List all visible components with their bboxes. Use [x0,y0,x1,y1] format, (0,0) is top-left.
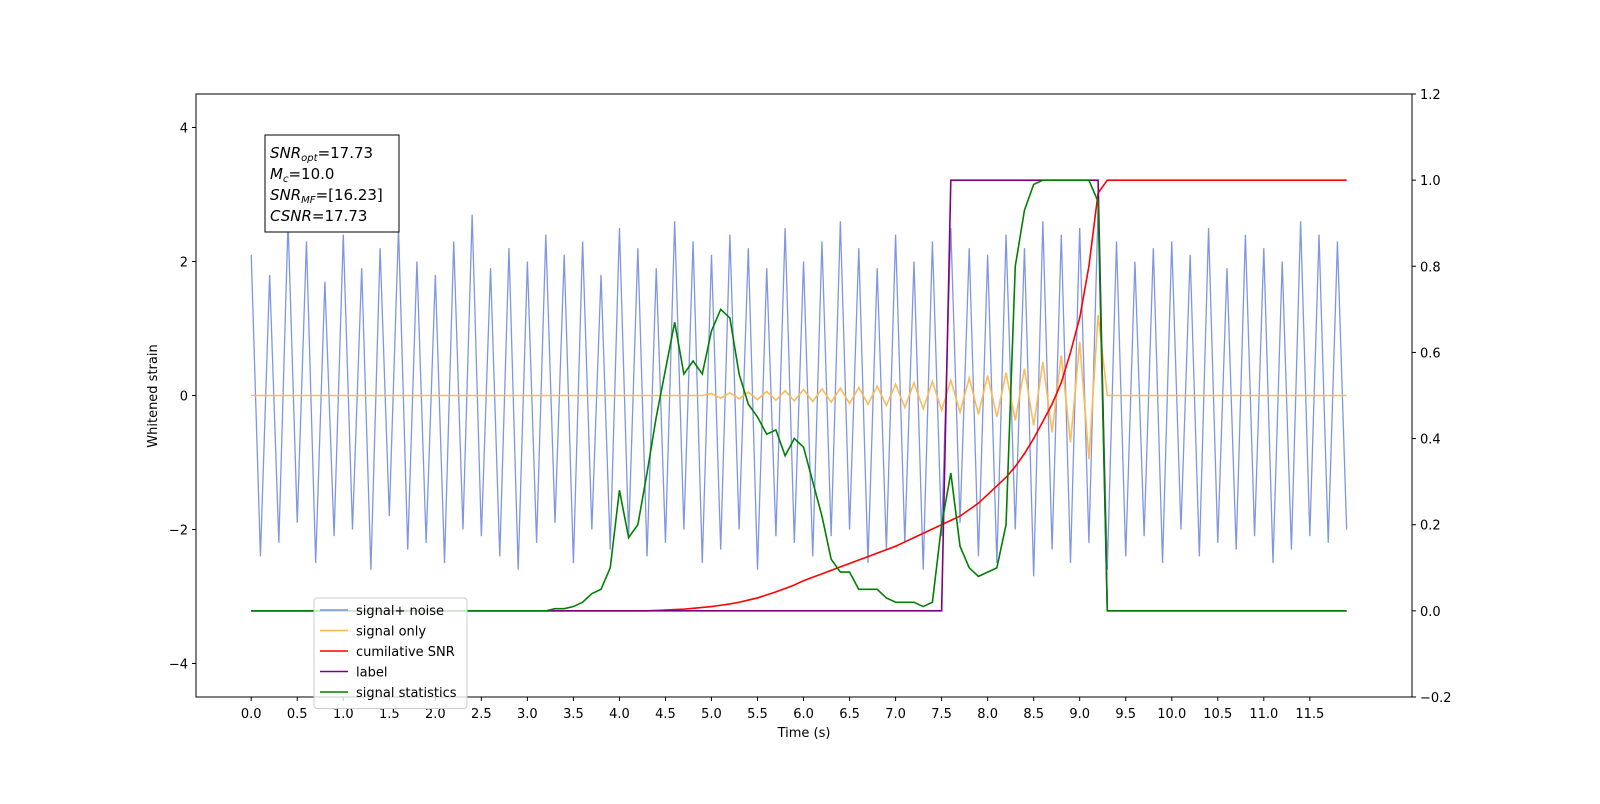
x-tick-label: 0.5 [287,707,308,722]
annotation-value: =17.73 [318,144,374,162]
annotation-symbol: CSNR [270,207,312,225]
x-tick-label: 4.5 [655,707,676,722]
y-tick-label: −2 [169,524,188,539]
y2-tick-label: 0.4 [1420,433,1441,448]
x-tick-label: 3.0 [517,707,538,722]
x-axis-label: Time (s) [777,726,831,741]
x-tick-label: 11.0 [1249,707,1278,722]
annotation-text: Mc=10.0 [270,165,334,185]
y-tick-label: 2 [180,256,188,271]
annotation-symbol: SNR [270,144,301,162]
annotation-subscript: MF [301,195,316,206]
x-tick-label: 2.0 [425,707,446,722]
x-tick-label: 3.5 [563,707,584,722]
annotation-text: CSNR=17.73 [270,207,367,225]
x-tick-label: 2.5 [471,707,492,722]
series-line [250,207,1348,577]
x-tick-label: 1.5 [379,707,400,722]
annotation-subscript: opt [301,153,318,164]
legend-label: signal only [356,625,426,640]
y2-tick-label: 1.2 [1420,88,1441,103]
x-tick-label: 0.0 [241,707,262,722]
x-tick-label: 8.5 [1023,707,1044,722]
x-tick-label: 5.0 [701,707,722,722]
series-line [251,315,1347,460]
annotation-text: SNRopt=17.73 [270,144,373,164]
x-tick-label: 6.0 [793,707,814,722]
y2-tick-label: 0.2 [1420,519,1441,534]
x-tick-label: 7.0 [885,707,906,722]
x-tick-label: 10.5 [1203,707,1232,722]
annotation-symbol: M [270,165,283,183]
annotation-value: =[16.23] [316,186,383,204]
legend-label: cumilative SNR [356,645,455,660]
y2-tick-label: 1.0 [1420,174,1441,189]
x-tick-label: 6.5 [839,707,860,722]
annotation-text: SNRMF=[16.23] [270,186,383,206]
y-axis-label: Whitened strain [146,344,161,447]
x-tick-label: 8.0 [977,707,998,722]
x-tick-label: 4.0 [609,707,630,722]
y2-tick-label: −0.2 [1420,691,1452,706]
y-tick-label: 4 [180,122,188,137]
legend-box [313,597,468,709]
x-tick-label: 7.5 [931,707,952,722]
x-tick-label: 9.0 [1069,707,1090,722]
x-tick-label: 10.0 [1157,707,1186,722]
legend-label: label [356,666,387,681]
y2-tick-label: 0.6 [1420,346,1441,361]
y2-tick-label: 0.0 [1420,605,1441,620]
x-tick-label: 9.5 [1115,707,1136,722]
annotation-subscript: c [283,174,289,185]
x-tick-label: 5.5 [747,707,768,722]
annotation-value: =10.0 [288,165,334,183]
y-tick-label: 0 [180,390,188,405]
legend-label: signal+ noise [356,604,444,619]
x-tick-label: 11.5 [1295,707,1324,722]
y2-tick-label: 0.8 [1420,260,1441,275]
x-tick-label: 1.0 [333,707,354,722]
annotation-symbol: SNR [270,186,301,204]
y-tick-label: −4 [169,658,188,673]
legend-label: signal statistics [356,686,457,701]
annotation-value: =17.73 [312,207,368,225]
annotation-box [264,134,400,233]
